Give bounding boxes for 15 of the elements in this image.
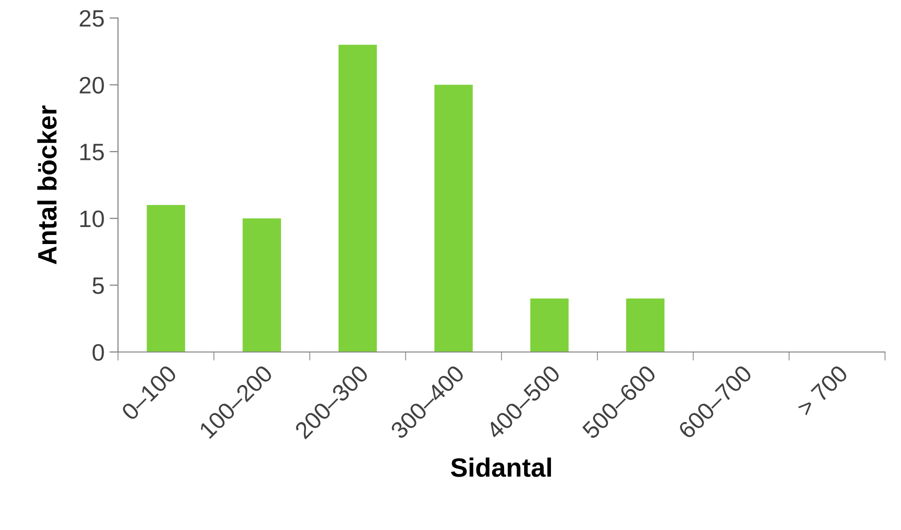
- y-tick-label: 5: [92, 278, 104, 294]
- bar: [626, 298, 664, 352]
- y-tick-label: 10: [80, 210, 104, 228]
- bar: [338, 44, 377, 352]
- y-tick-label: 15: [80, 144, 104, 160]
- y-axis-title: Antal böcker: [37, 105, 57, 264]
- y-tick-label: 20: [80, 76, 104, 94]
- bar: [530, 298, 569, 352]
- bar: [242, 218, 281, 352]
- x-axis-title: Sidantal: [450, 458, 551, 477]
- y-tick-label: 25: [80, 10, 104, 27]
- x-tick-label: > 700: [796, 364, 849, 417]
- bar: [146, 205, 186, 352]
- y-tick-label: 0: [92, 344, 104, 361]
- bar: [434, 84, 473, 352]
